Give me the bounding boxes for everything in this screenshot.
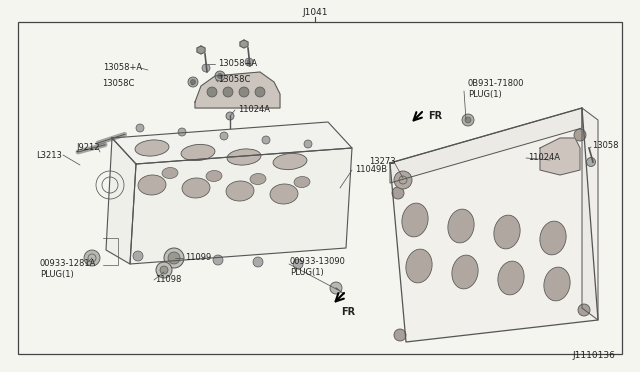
Text: 11024A: 11024A [528, 154, 560, 163]
Circle shape [133, 251, 143, 261]
Circle shape [462, 114, 474, 126]
Ellipse shape [402, 203, 428, 237]
Bar [18, 22, 622, 354]
Circle shape [218, 74, 223, 78]
Text: 13058+A: 13058+A [103, 64, 142, 73]
Text: J9212: J9212 [77, 144, 100, 153]
Circle shape [156, 262, 172, 278]
Circle shape [84, 250, 100, 266]
Circle shape [574, 129, 586, 141]
Circle shape [213, 255, 223, 265]
Ellipse shape [206, 170, 222, 182]
Ellipse shape [182, 178, 210, 198]
Ellipse shape [162, 167, 178, 179]
Text: 0B931-71800: 0B931-71800 [468, 80, 525, 89]
Circle shape [173, 253, 183, 263]
Ellipse shape [406, 249, 432, 283]
Circle shape [245, 58, 253, 66]
Text: PLUG(1): PLUG(1) [290, 267, 324, 276]
Circle shape [226, 112, 234, 120]
Ellipse shape [540, 221, 566, 255]
Ellipse shape [452, 255, 478, 289]
Circle shape [160, 266, 168, 274]
Circle shape [202, 64, 210, 72]
Ellipse shape [448, 209, 474, 243]
Text: 11024A: 11024A [238, 106, 270, 115]
Ellipse shape [135, 140, 169, 156]
Text: 11098: 11098 [155, 276, 181, 285]
Circle shape [215, 71, 225, 81]
Circle shape [330, 282, 342, 294]
Circle shape [262, 136, 270, 144]
Circle shape [136, 124, 144, 132]
Circle shape [255, 87, 265, 97]
Circle shape [304, 140, 312, 148]
Ellipse shape [544, 267, 570, 301]
Text: 13273: 13273 [369, 157, 396, 167]
Text: 13058: 13058 [592, 141, 618, 150]
Circle shape [394, 171, 412, 189]
Polygon shape [197, 46, 205, 54]
Text: 00933-13090: 00933-13090 [290, 257, 346, 266]
Circle shape [220, 132, 228, 140]
Circle shape [207, 87, 217, 97]
Circle shape [239, 87, 249, 97]
Polygon shape [240, 40, 248, 48]
Ellipse shape [226, 181, 254, 201]
Ellipse shape [270, 184, 298, 204]
Circle shape [188, 77, 198, 87]
Polygon shape [195, 72, 280, 108]
Text: 13058C: 13058C [102, 80, 134, 89]
Ellipse shape [294, 176, 310, 187]
Polygon shape [582, 108, 598, 320]
Circle shape [465, 117, 471, 123]
Circle shape [253, 257, 263, 267]
Circle shape [168, 252, 180, 264]
Circle shape [293, 259, 303, 269]
Circle shape [223, 87, 233, 97]
Circle shape [578, 304, 590, 316]
Polygon shape [106, 138, 136, 264]
Text: FR: FR [428, 111, 442, 121]
Text: J1110136: J1110136 [572, 351, 615, 360]
Polygon shape [540, 138, 580, 175]
Polygon shape [390, 108, 582, 183]
Text: L3213: L3213 [36, 151, 62, 160]
Ellipse shape [227, 149, 261, 165]
Text: PLUG(1): PLUG(1) [40, 269, 74, 279]
Circle shape [586, 157, 595, 167]
Ellipse shape [138, 175, 166, 195]
Ellipse shape [273, 153, 307, 170]
Polygon shape [130, 148, 352, 264]
Ellipse shape [494, 215, 520, 249]
Polygon shape [112, 122, 352, 164]
Ellipse shape [250, 173, 266, 185]
Circle shape [394, 329, 406, 341]
Circle shape [392, 187, 404, 199]
Text: 13058+A: 13058+A [218, 60, 257, 68]
Text: 00933-1281A: 00933-1281A [40, 260, 97, 269]
Text: FR: FR [341, 307, 355, 317]
Circle shape [191, 80, 195, 84]
Ellipse shape [181, 144, 215, 161]
Text: 13058C: 13058C [218, 76, 250, 84]
Circle shape [178, 128, 186, 136]
Text: J1041: J1041 [302, 8, 328, 17]
Text: PLUG(1): PLUG(1) [468, 90, 502, 99]
Polygon shape [390, 108, 598, 342]
Text: 11049B: 11049B [355, 166, 387, 174]
Circle shape [164, 248, 184, 268]
Text: 11099: 11099 [185, 253, 211, 262]
Ellipse shape [498, 261, 524, 295]
